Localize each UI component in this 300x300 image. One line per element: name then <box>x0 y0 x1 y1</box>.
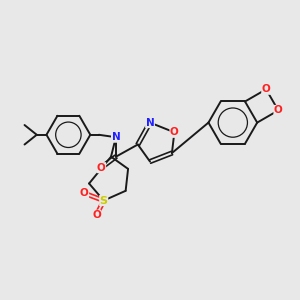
Text: O: O <box>274 105 283 116</box>
Text: O: O <box>92 210 101 220</box>
Text: O: O <box>262 84 271 94</box>
Text: O: O <box>97 163 106 173</box>
Text: S: S <box>100 196 108 206</box>
Text: O: O <box>80 188 88 198</box>
Text: O: O <box>170 127 179 137</box>
Text: N: N <box>146 118 154 128</box>
Text: N: N <box>112 132 120 142</box>
